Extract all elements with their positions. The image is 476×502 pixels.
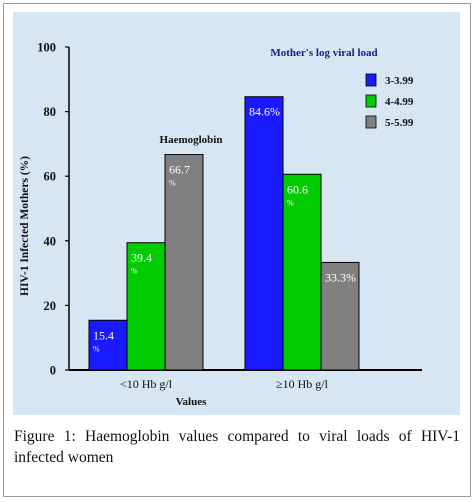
bar-value-label: 33.3% [325,270,356,284]
bar-value-label: 15.4 [93,328,114,342]
bars: 15.4% 39.4% 66.7% <10 Hb g/l 84.6% 60.6% 33.3%… [88,96,360,391]
legend-swatch [365,115,377,129]
bar-value-percent: % [287,198,294,207]
bar-chart: 0 20 40 60 80 100 15.4% 39.4% 66.7% <10 Hb g/l 84… [19,41,422,408]
bar-value-percent: % [93,344,100,353]
bar [244,96,284,371]
bar-value-label: 60.6 [287,182,308,196]
bar [126,242,166,371]
bar-value-percent: % [131,267,138,276]
bar [164,154,204,371]
bar-value-label: 39.4 [131,251,152,265]
legend: 3-3.99 4-4.99 5-5.99 [365,73,414,129]
y-tick-label: 0 [50,364,56,378]
figure-frame [3,3,471,497]
legend-swatch [365,94,377,108]
y-tick-label: 20 [44,299,57,313]
chart-panel: 0 20 40 60 80 100 15.4% 39.4% 66.7% <10 Hb g/l 84… [13,12,460,415]
y-tick-label: 80 [44,105,57,119]
x-axis-label-line: Haemoglobin [160,134,223,146]
bar [320,261,360,371]
y-tick-label: 40 [44,234,57,248]
x-axis-label: Haemoglobin Values [160,134,223,408]
axes: 0 20 40 60 80 100 [37,41,422,378]
y-axis-label: HIV-1 Infected Mothers (%) [19,156,31,296]
bar-value-label: 84.6% [249,105,280,119]
y-tick-label: 60 [44,170,57,184]
bar [282,173,322,371]
legend-entry-label: 3-3.99 [385,75,414,87]
bar-value-label: 66.7 [169,163,190,177]
y-tick-label: 100 [37,41,56,55]
legend-entry-label: 4-4.99 [385,96,414,108]
x-axis-label-line: Values [176,396,207,408]
x-tick-label: ≥10 Hb g/l [276,377,329,391]
x-tick-label: <10 Hb g/l [120,377,173,391]
bar-value-percent: % [169,179,176,188]
legend-title: Mother's log viral load [270,47,377,59]
legend-swatch [365,73,377,87]
figure-caption: Figure 1: Haemoglobin values compared to… [14,428,460,466]
legend-entry-label: 5-5.99 [385,117,414,129]
